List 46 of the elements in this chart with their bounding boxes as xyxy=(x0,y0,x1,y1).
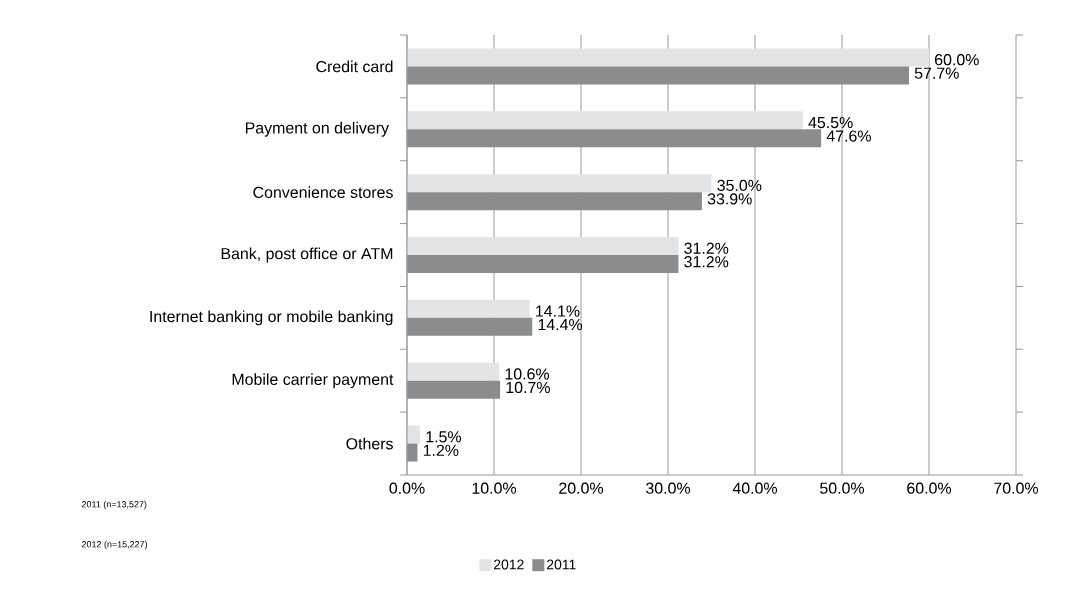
bar xyxy=(407,66,909,85)
text: 2011 (n=13,527) xyxy=(81,500,147,510)
y-tick-label: Bank, post office or ATM xyxy=(221,247,393,263)
data-label: 1.5% xyxy=(426,431,462,443)
y-tick-label: Others xyxy=(346,437,393,450)
bar xyxy=(407,299,530,318)
legend-label: 2011 xyxy=(547,559,576,570)
bar xyxy=(407,317,533,336)
legend-label: 2012 xyxy=(494,559,524,570)
data-label: 14.1% xyxy=(536,305,580,317)
bar xyxy=(407,111,803,130)
data-label: 33.9% xyxy=(707,193,752,205)
text: 2012 (n=15,227) xyxy=(81,540,148,550)
data-label: 60.0% xyxy=(935,54,979,66)
x-tick-label: 70.0% xyxy=(994,482,1039,494)
bar xyxy=(407,362,500,381)
bar xyxy=(407,192,702,211)
y-tick-label: Internet banking or mobile banking xyxy=(150,310,393,326)
x-tick-label: 20.0% xyxy=(559,482,604,494)
y-tick-label: Convenience stores xyxy=(253,186,393,198)
data-label: 10.7% xyxy=(506,381,550,394)
data-label: 10.6% xyxy=(505,368,550,380)
data-label: 47.6% xyxy=(826,130,871,142)
x-tick-label: 30.0% xyxy=(646,482,691,494)
data-label: 45.5% xyxy=(808,116,853,129)
x-tick-label: 50.0% xyxy=(820,482,865,494)
data-label: 57.7% xyxy=(914,67,959,79)
bar xyxy=(407,174,712,193)
data-label: 1.2% xyxy=(423,444,459,456)
bar xyxy=(407,254,679,273)
x-tick-label: 60.0% xyxy=(907,482,952,494)
bar xyxy=(407,425,421,444)
x-tick-label: 10.0% xyxy=(472,482,517,494)
data-label: 31.2% xyxy=(684,242,729,254)
y-tick-label: Credit card xyxy=(316,60,393,73)
data-label: 31.2% xyxy=(684,256,729,268)
data-label: 35.0% xyxy=(717,179,762,192)
bar xyxy=(407,380,501,399)
data-label: 14.4% xyxy=(538,319,583,331)
bar xyxy=(407,236,679,255)
y-tick-label: Payment on delivery xyxy=(245,121,389,137)
bar xyxy=(407,129,822,148)
x-tick-label: 40.0% xyxy=(732,482,778,494)
bar xyxy=(407,48,930,67)
y-tick-label: Mobile carrier payment xyxy=(232,373,394,389)
x-tick-label: 0.0% xyxy=(389,482,425,494)
